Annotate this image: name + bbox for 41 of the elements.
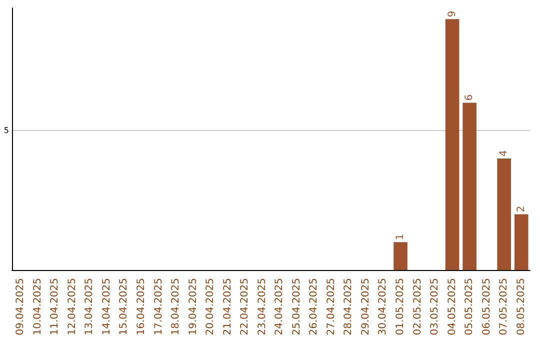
x-tick-label: 13.04.2025 [84, 278, 96, 336]
bar [514, 214, 528, 270]
x-tick-label: 24.04.2025 [274, 278, 286, 336]
x-tick-label: 07.05.2025 [498, 278, 510, 336]
x-tick-label: 29.04.2025 [360, 278, 372, 336]
x-tick-label: 09.04.2025 [15, 278, 26, 336]
data-label: 2 [516, 206, 527, 212]
bar [497, 158, 512, 270]
y-tick-label: 5 [4, 126, 9, 136]
data-label: 9 [446, 10, 458, 18]
x-tick-label: 20.04.2025 [205, 278, 216, 336]
bar [445, 19, 460, 270]
x-tick-label: 22.04.2025 [240, 278, 251, 336]
x-tick-label: 25.04.2025 [291, 278, 302, 336]
x-tick-label: 30.04.2025 [378, 278, 389, 336]
x-tick-label: 23.04.2025 [256, 278, 268, 336]
bar [462, 102, 476, 270]
x-tick-label: 08.05.2025 [516, 278, 527, 336]
x-tick-label: 11.04.2025 [50, 278, 61, 336]
x-tick-label: 12.04.2025 [66, 278, 78, 336]
x-tick-label: 27.04.2025 [326, 278, 337, 336]
x-tick-label: 03.05.2025 [430, 278, 441, 336]
x-tick-label: 18.04.2025 [170, 278, 182, 336]
x-tick-label: 26.04.2025 [308, 278, 320, 336]
x-tick-label: 02.05.2025 [412, 278, 424, 336]
x-tick-label: 28.04.2025 [343, 278, 354, 336]
x-tick-label: 14.04.2025 [101, 278, 112, 336]
bar [394, 242, 408, 270]
x-tick-label: 10.04.2025 [32, 278, 44, 336]
x-tick-label: 19.04.2025 [188, 278, 199, 336]
x-tick-label: 15.04.2025 [118, 278, 130, 336]
x-tick-label: 01.05.2025 [395, 278, 406, 336]
x-tick-label: 05.05.2025 [464, 278, 476, 336]
data-label: 6 [464, 94, 476, 101]
x-tick-label: 17.04.2025 [153, 278, 164, 336]
x-tick-label: 16.04.2025 [136, 278, 147, 336]
data-label: 1 [395, 234, 406, 240]
x-tick-label: 06.05.2025 [481, 278, 492, 336]
x-tick-label: 21.04.2025 [222, 278, 234, 336]
data-label: 4 [498, 150, 510, 157]
x-tick-label: 04.05.2025 [446, 278, 458, 336]
